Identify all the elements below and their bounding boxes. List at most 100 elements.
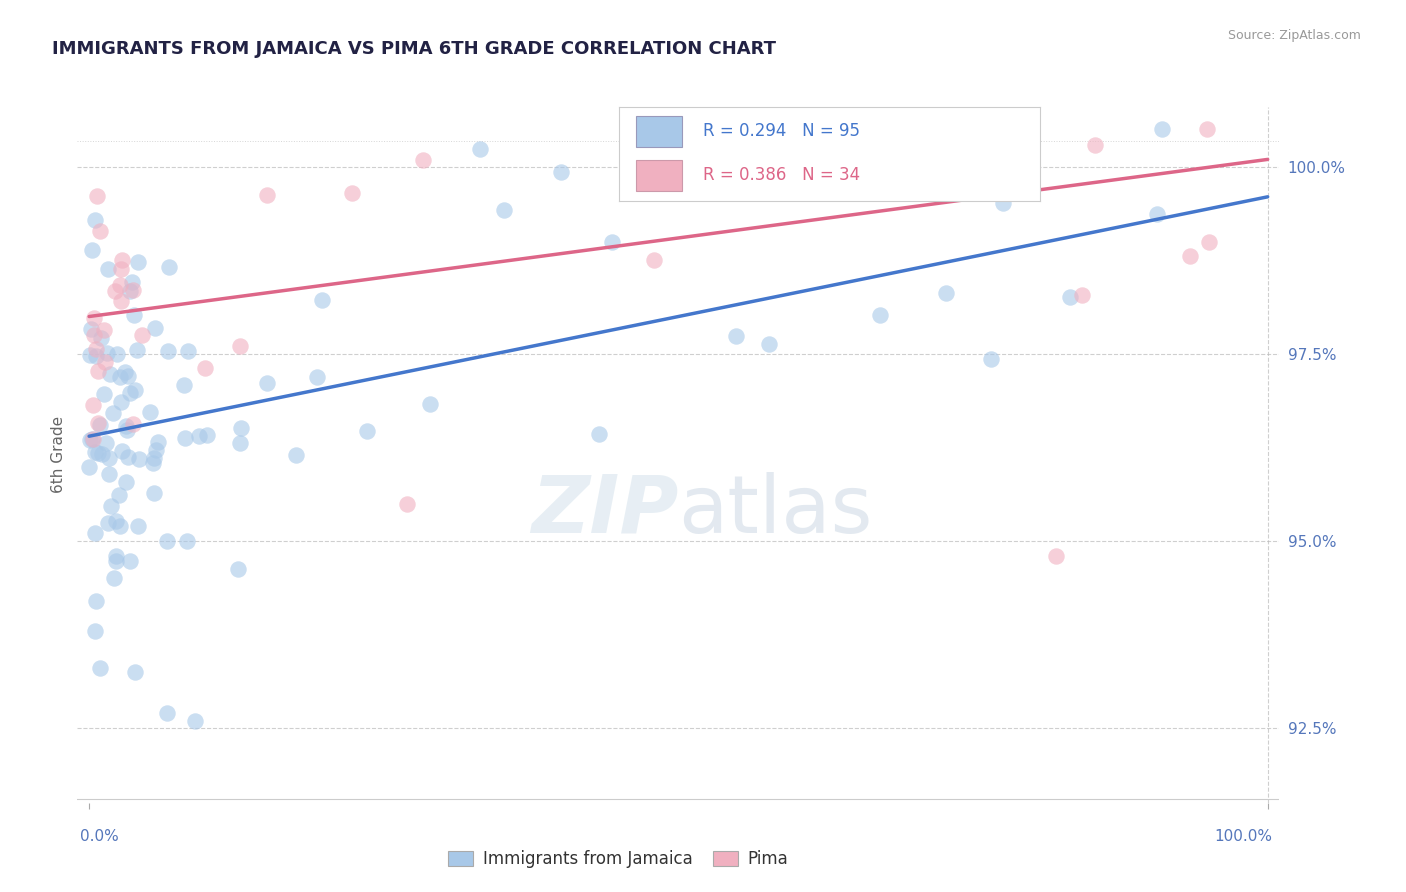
Point [108, 488, 131, 502]
Point [87, 416, 110, 430]
Point [156, 533, 179, 548]
Text: 0.0%: 0.0% [80, 830, 120, 844]
Point [159, 260, 181, 275]
Point [104, 514, 127, 528]
Point [138, 405, 160, 419]
Point [284, 448, 307, 462]
Point [419, 397, 441, 411]
Point [125, 343, 148, 357]
Text: 100.0%: 100.0% [1215, 830, 1272, 844]
Point [108, 277, 131, 292]
Point [142, 450, 165, 465]
Point [115, 419, 138, 434]
Point [173, 378, 195, 392]
Point [141, 456, 163, 470]
Point [86, 364, 108, 378]
Point [84, 342, 107, 356]
Y-axis label: 6th Grade: 6th Grade [51, 417, 66, 493]
Point [93, 387, 115, 401]
Point [86, 188, 108, 202]
Point [142, 486, 165, 500]
Text: R = 0.294   N = 95: R = 0.294 N = 95 [703, 122, 860, 140]
Point [100, 499, 122, 513]
Point [97, 262, 120, 277]
Point [176, 343, 198, 358]
Point [83, 526, 105, 541]
Point [127, 254, 149, 268]
Point [93, 323, 115, 337]
Point [844, 181, 866, 195]
Point [1071, 288, 1094, 302]
Point [256, 376, 278, 390]
Point [79, 459, 101, 474]
Point [935, 285, 957, 300]
Point [229, 436, 252, 450]
Point [115, 423, 138, 437]
Point [89, 417, 111, 432]
Point [83, 327, 105, 342]
Point [104, 554, 127, 568]
Point [82, 398, 104, 412]
Point [174, 431, 197, 445]
Point [131, 327, 153, 342]
Point [1198, 235, 1220, 249]
Point [226, 562, 249, 576]
Point [103, 571, 125, 585]
Point [104, 549, 127, 563]
Point [156, 706, 179, 720]
Point [98, 467, 121, 481]
Point [82, 433, 104, 447]
Text: Source: ZipAtlas.com: Source: ZipAtlas.com [1227, 29, 1361, 42]
Point [121, 275, 143, 289]
Point [1178, 249, 1201, 263]
Point [96, 346, 118, 360]
Point [117, 368, 139, 383]
Point [90, 447, 112, 461]
Point [725, 329, 748, 343]
Point [83, 213, 105, 227]
Point [1084, 137, 1107, 152]
Point [307, 369, 329, 384]
Point [146, 435, 169, 450]
Point [90, 331, 112, 345]
Text: R = 0.386   N = 34: R = 0.386 N = 34 [703, 167, 860, 185]
Point [117, 450, 139, 465]
Point [98, 367, 121, 381]
Point [118, 285, 141, 299]
Point [128, 452, 150, 467]
Point [87, 446, 110, 460]
Point [602, 235, 624, 249]
Point [588, 427, 610, 442]
Point [758, 336, 780, 351]
Point [311, 293, 333, 307]
Point [110, 519, 132, 533]
Point [1146, 207, 1168, 221]
Point [103, 406, 125, 420]
Point [86, 349, 108, 363]
Point [492, 203, 515, 218]
Point [104, 284, 127, 298]
Point [396, 497, 419, 511]
Point [412, 153, 434, 168]
Point [111, 444, 134, 458]
Point [550, 165, 572, 179]
Point [124, 665, 146, 679]
Point [468, 143, 491, 157]
Point [229, 421, 252, 435]
Point [80, 243, 103, 257]
Point [110, 293, 132, 308]
Point [184, 714, 207, 728]
Point [110, 261, 132, 276]
FancyBboxPatch shape [636, 161, 682, 191]
Point [118, 554, 141, 568]
Point [97, 516, 120, 530]
Point [114, 475, 136, 489]
Point [145, 442, 167, 457]
Point [83, 311, 105, 326]
Point [991, 196, 1014, 211]
Point [187, 428, 209, 442]
Point [114, 366, 136, 380]
Point [124, 383, 146, 397]
Point [84, 594, 107, 608]
Legend: Immigrants from Jamaica, Pima: Immigrants from Jamaica, Pima [441, 843, 796, 874]
